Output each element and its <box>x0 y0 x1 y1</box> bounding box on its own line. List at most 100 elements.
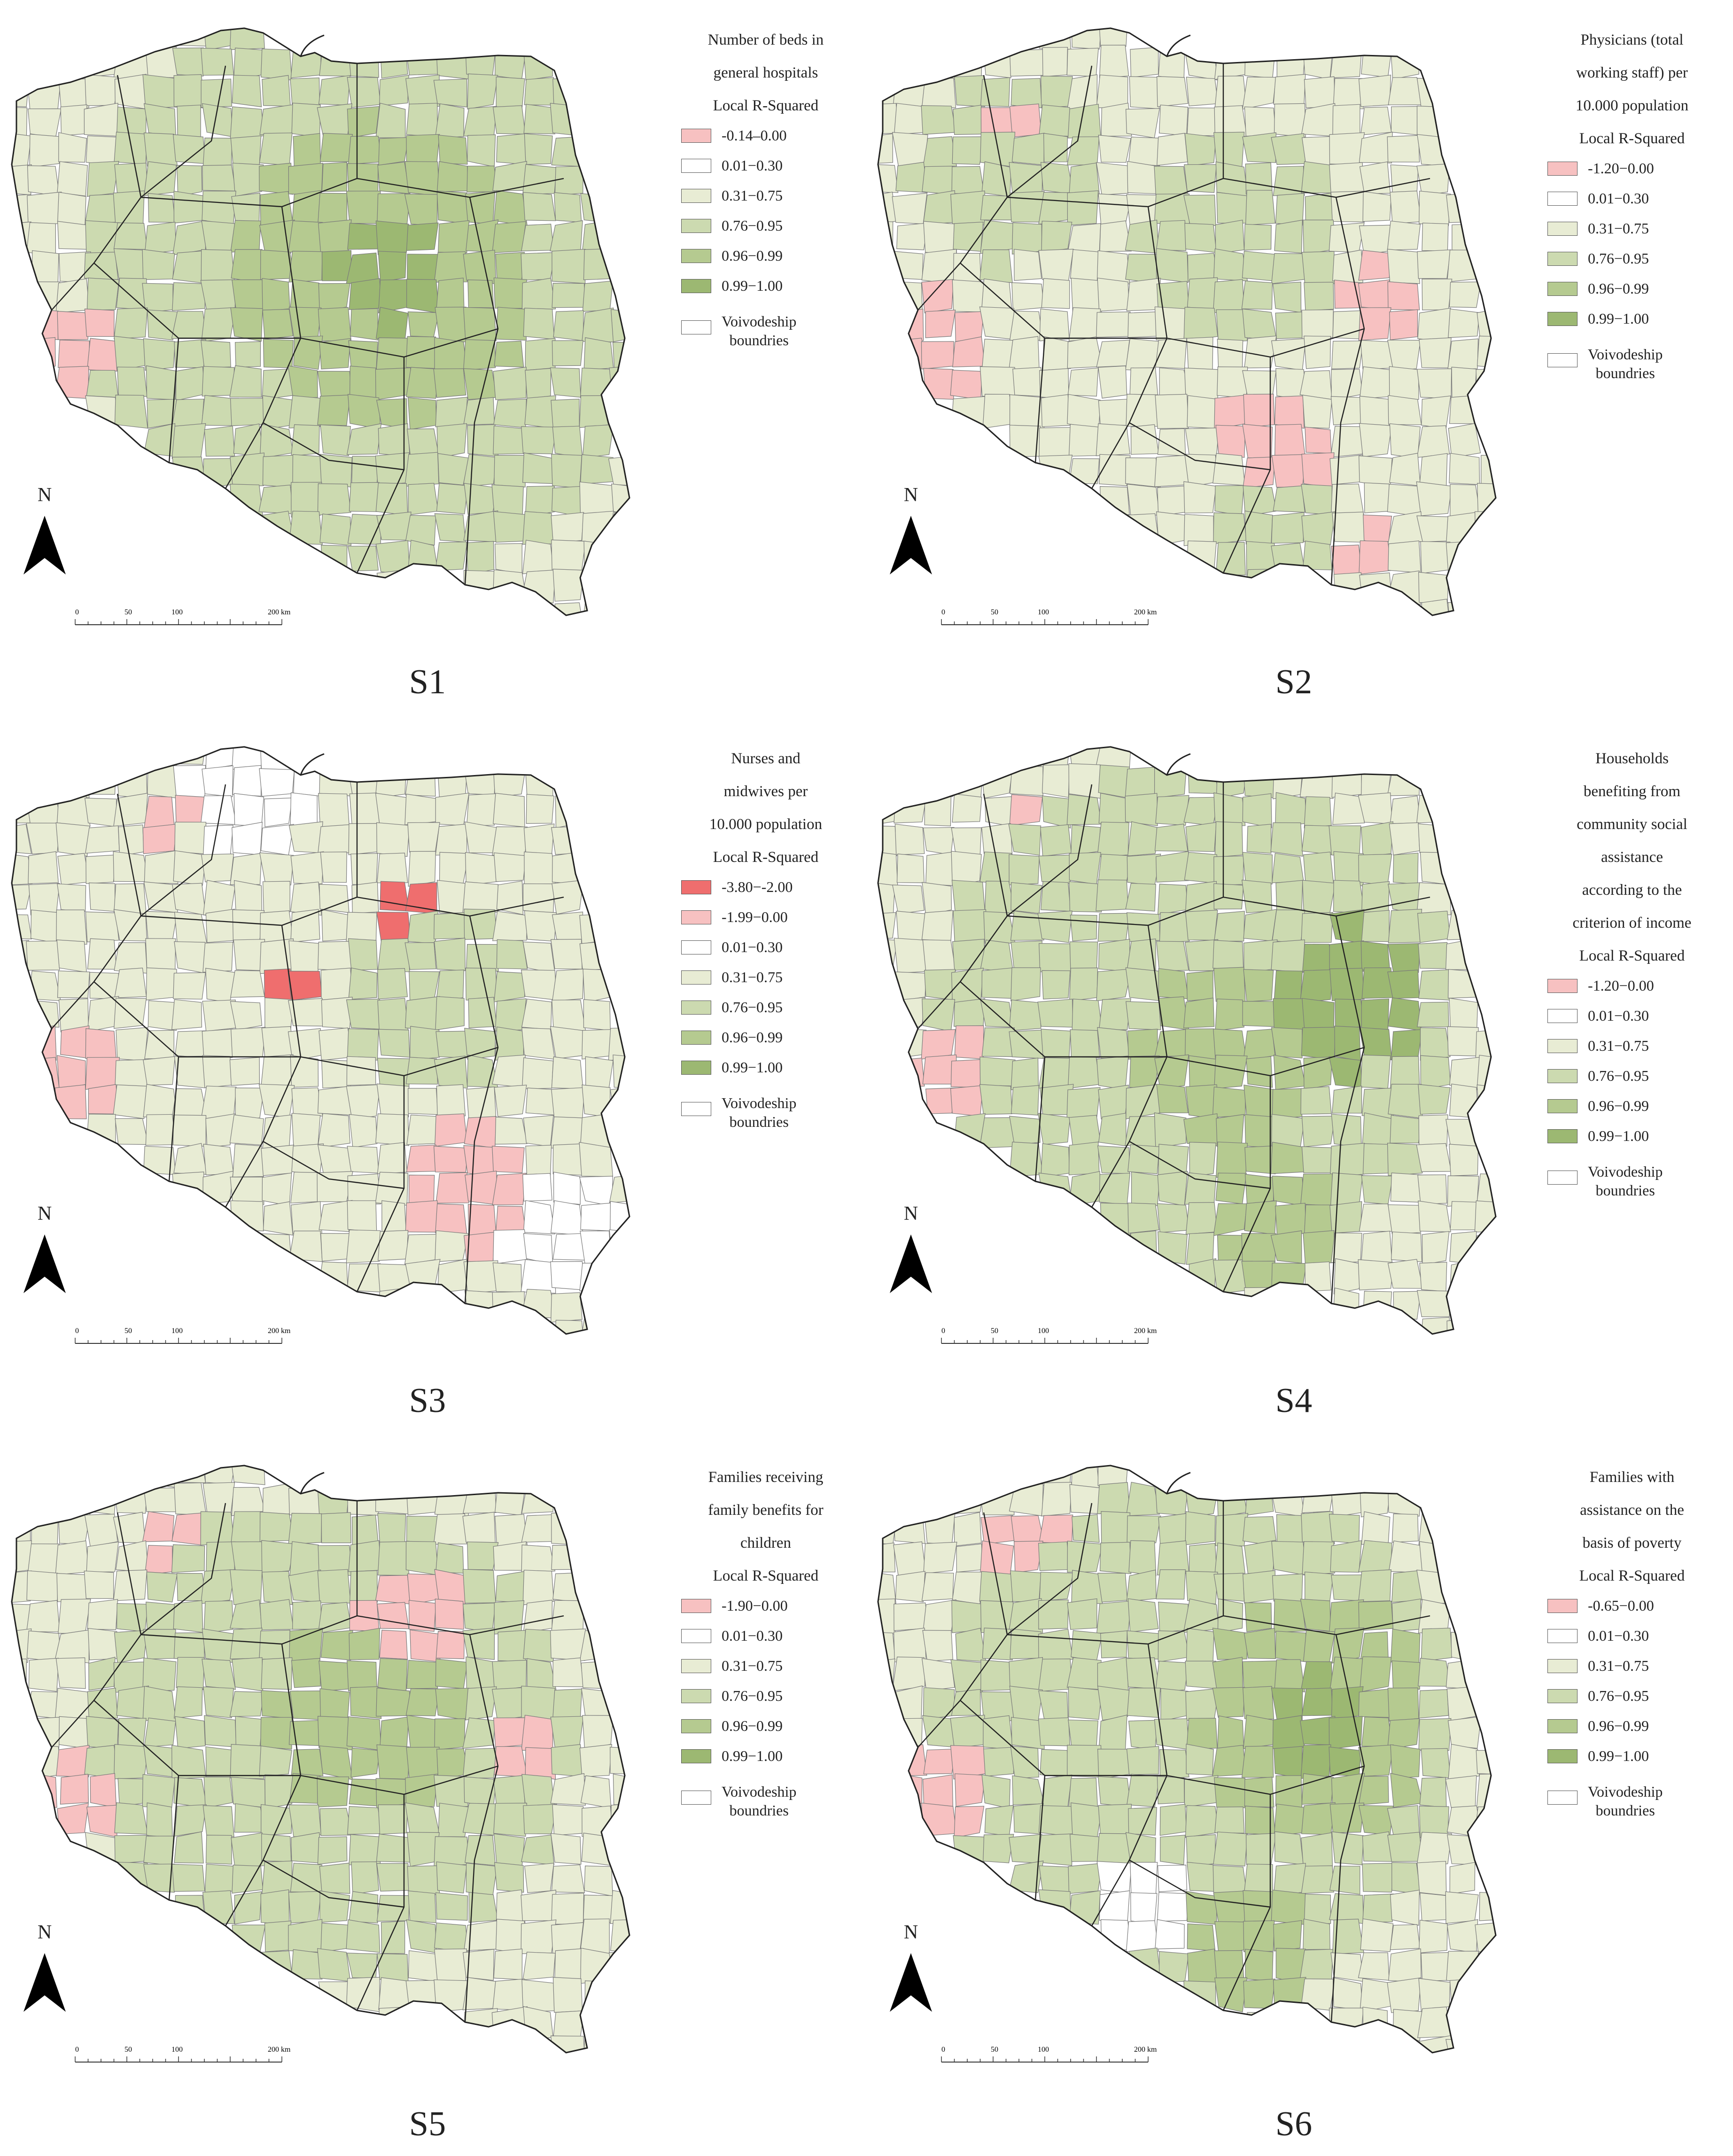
district-cell <box>1010 1085 1040 1116</box>
district-cell <box>523 46 553 81</box>
district-cell <box>522 883 555 915</box>
district-cell <box>1243 457 1275 489</box>
district-cell <box>1273 74 1306 109</box>
legend-item: 0.31−0.75 <box>681 969 783 986</box>
district-cell <box>1417 910 1451 943</box>
district-cell <box>232 822 263 855</box>
district-cell <box>1154 1054 1189 1089</box>
legend-boundary-item: Voivodeship boundries <box>681 1094 796 1131</box>
district-cell <box>114 307 148 339</box>
district-cell <box>142 249 175 280</box>
district-cell <box>263 1201 294 1236</box>
district-cell <box>114 1835 149 1864</box>
district-cell <box>1009 1116 1041 1145</box>
district-cell <box>954 1512 982 1547</box>
district-cell <box>1158 1630 1190 1662</box>
district-cell <box>1009 1861 1044 1893</box>
district-cell <box>1271 338 1306 371</box>
district-cell <box>116 1027 148 1061</box>
district-cell <box>174 822 207 854</box>
district-cell <box>260 191 293 226</box>
district-cell <box>984 881 1016 915</box>
district-cell <box>1446 908 1478 940</box>
district-cell <box>377 1602 409 1629</box>
district-cell <box>85 825 120 854</box>
district-cell <box>1129 76 1160 109</box>
district-cell <box>922 1630 953 1662</box>
district-cell <box>317 193 348 225</box>
district-cell <box>1330 1540 1362 1573</box>
district-cell <box>525 764 554 798</box>
district-cell <box>1241 1233 1276 1265</box>
district-cell <box>436 161 468 192</box>
legend-item: 0.76−0.95 <box>681 217 783 234</box>
district-cell <box>491 1687 525 1721</box>
district-cell <box>1155 1919 1185 1949</box>
district-cell <box>317 1776 350 1807</box>
district-cell <box>894 1718 923 1749</box>
district-cell <box>466 793 497 826</box>
district-cell <box>435 1631 465 1660</box>
district-cell <box>1243 1686 1274 1720</box>
district-cell <box>260 824 294 856</box>
district-cell <box>146 967 178 1000</box>
district-cell <box>893 1028 927 1059</box>
district-cell <box>288 821 323 853</box>
district-cell <box>288 1891 322 1923</box>
district-cell <box>12 1570 32 1604</box>
district-cell <box>434 1923 468 1953</box>
district-cell <box>1358 307 1391 341</box>
district-cell <box>435 1172 469 1204</box>
district-cell <box>435 823 467 856</box>
district-cell <box>1184 133 1216 166</box>
boundary-label-line: boundries <box>1595 365 1655 381</box>
district-cell <box>1416 1832 1452 1867</box>
district-cell <box>951 851 982 885</box>
district-cell <box>552 1000 586 1031</box>
district-cell <box>493 190 528 226</box>
district-cell <box>1416 515 1450 543</box>
district-cell <box>1186 77 1219 107</box>
voivodeship-boundary <box>1129 1859 1271 1908</box>
district-cell <box>407 1865 440 1896</box>
legend-label: 0.96−0.99 <box>722 1717 783 1734</box>
legend-label: -3.80−-2.00 <box>722 878 793 895</box>
district-cell <box>1330 46 1362 78</box>
district-cell <box>950 1659 986 1693</box>
legend-label: -0.14‒0.00 <box>722 127 787 144</box>
district-cell <box>1070 915 1097 942</box>
district-cell <box>201 47 234 76</box>
voivodeship-boundary <box>1007 65 1093 198</box>
district-cell <box>522 192 556 221</box>
legend-label: 0.96−0.99 <box>722 1029 783 1046</box>
district-cell <box>1360 1918 1394 1952</box>
district-cell <box>463 397 495 425</box>
district-cell <box>59 1716 90 1749</box>
district-cell <box>173 1777 208 1808</box>
district-cell <box>1010 967 1041 1001</box>
district-cell <box>552 1572 583 1603</box>
district-cell <box>230 970 265 998</box>
scale-label: 50 <box>991 608 998 616</box>
legend-swatch <box>1547 1719 1578 1733</box>
district-cell <box>1067 367 1099 397</box>
district-cell <box>1068 1141 1100 1175</box>
district-cell <box>581 1660 613 1690</box>
district-cell <box>290 44 321 78</box>
district-cell <box>1096 747 1132 768</box>
legend-swatch <box>1547 161 1578 176</box>
district-cell <box>981 161 1011 197</box>
district-cell <box>1187 1923 1216 1952</box>
district-cell <box>1418 1084 1451 1115</box>
district-cell <box>1185 1202 1218 1235</box>
district-cell <box>493 852 527 882</box>
scale-label: 100 <box>171 2046 183 2054</box>
district-cell <box>1186 1718 1218 1749</box>
district-cell <box>434 1055 468 1089</box>
district-cell <box>351 1861 379 1895</box>
scale-label: 100 <box>1038 1327 1049 1335</box>
scale-bar-s4: 0 50 100 200 km <box>937 1325 1181 1350</box>
district-cell <box>465 191 496 225</box>
district-cell <box>493 511 527 543</box>
district-cell <box>1391 1513 1419 1543</box>
